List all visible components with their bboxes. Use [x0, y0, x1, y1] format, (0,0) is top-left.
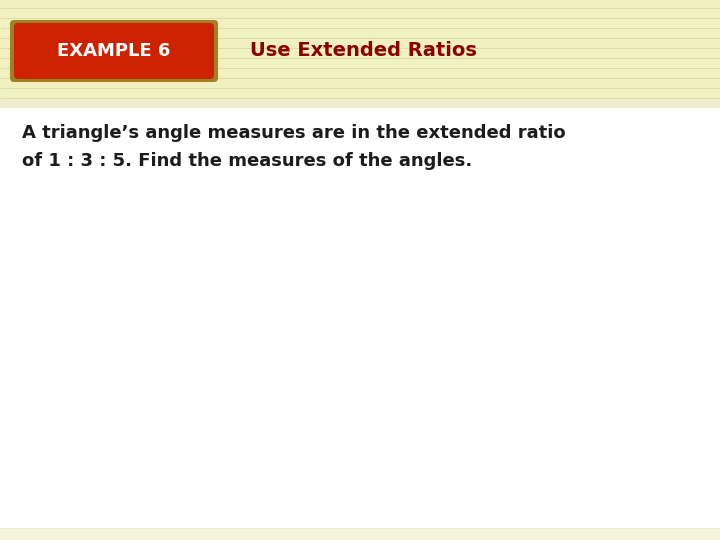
Bar: [0, 144, 720, 155]
Bar: [0, 419, 720, 430]
Text: Use Extended Ratios: Use Extended Ratios: [250, 42, 477, 60]
Bar: [0, 111, 720, 122]
Bar: [0, 364, 720, 375]
Bar: [0, 12, 720, 23]
Bar: [0, 507, 720, 518]
Bar: [0, 408, 720, 419]
Bar: [0, 108, 720, 528]
Bar: [0, 463, 720, 474]
Bar: [0, 309, 720, 320]
Bar: [0, 243, 720, 254]
Text: of 1 : 3 : 5. Find the measures of the angles.: of 1 : 3 : 5. Find the measures of the a…: [22, 152, 472, 170]
Bar: [0, 452, 720, 463]
Bar: [0, 100, 720, 111]
Bar: [0, 210, 720, 221]
Bar: [0, 353, 720, 364]
Bar: [0, 23, 720, 34]
Bar: [0, 320, 720, 331]
Bar: [0, 342, 720, 353]
Bar: [0, 430, 720, 441]
Bar: [0, 375, 720, 386]
Bar: [0, 155, 720, 166]
Bar: [0, 529, 720, 540]
Bar: [0, 67, 720, 78]
Bar: [0, 108, 720, 528]
Bar: [0, 485, 720, 496]
Bar: [0, 0, 720, 1]
Bar: [0, 331, 720, 342]
Bar: [0, 78, 720, 89]
Bar: [0, 265, 720, 276]
Bar: [0, 276, 720, 287]
Bar: [0, 386, 720, 397]
Bar: [0, 1, 720, 12]
Bar: [0, 122, 720, 133]
Bar: [0, 89, 720, 100]
Bar: [0, 56, 720, 67]
Bar: [0, 287, 720, 298]
FancyBboxPatch shape: [14, 23, 214, 79]
Bar: [0, 34, 720, 45]
Bar: [0, 397, 720, 408]
Bar: [0, 199, 720, 210]
Bar: [0, 177, 720, 188]
Bar: [0, 441, 720, 452]
Bar: [0, 221, 720, 232]
Bar: [0, 133, 720, 144]
Bar: [0, 45, 720, 56]
Text: EXAMPLE 6: EXAMPLE 6: [58, 42, 171, 60]
Bar: [0, 474, 720, 485]
Bar: [0, 496, 720, 507]
Bar: [0, 254, 720, 265]
Text: A triangle’s angle measures are in the extended ratio: A triangle’s angle measures are in the e…: [22, 124, 566, 142]
Bar: [0, 0, 720, 100]
Bar: [0, 232, 720, 243]
Bar: [0, 298, 720, 309]
Bar: [0, 518, 720, 529]
Bar: [0, 166, 720, 177]
Bar: [0, 188, 720, 199]
FancyBboxPatch shape: [10, 20, 218, 82]
